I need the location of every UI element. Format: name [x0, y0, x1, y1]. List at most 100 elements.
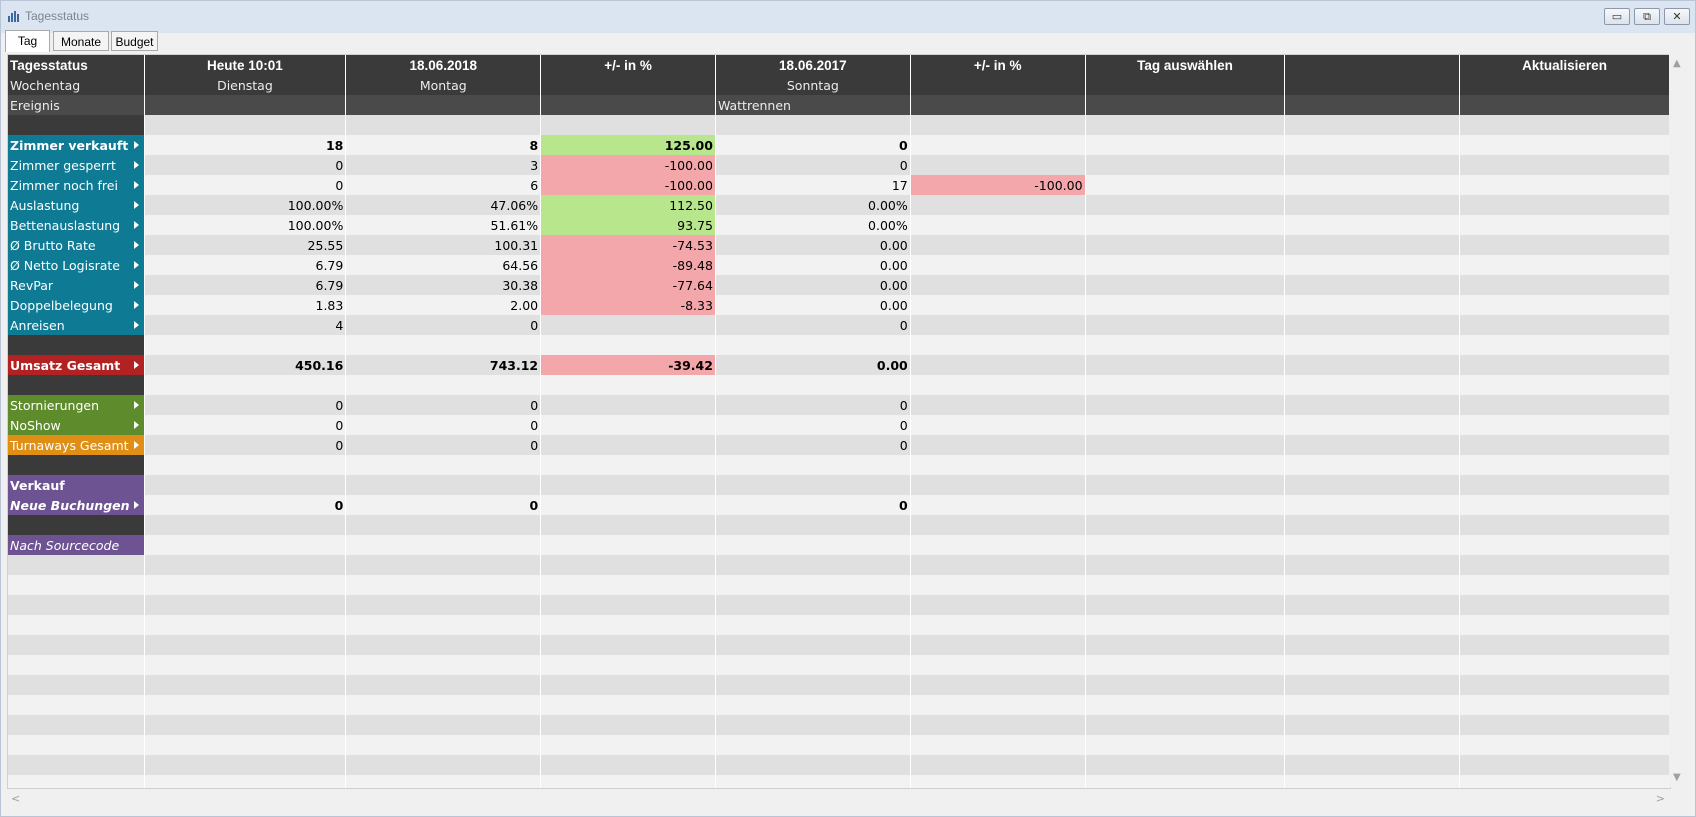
row-label-button[interactable]: Bettenauslastung: [8, 215, 145, 235]
row-label-button[interactable]: Auslastung: [8, 195, 145, 215]
row-label: Umsatz Gesamt: [10, 357, 121, 373]
spacer-row: [8, 515, 1670, 535]
data-row: Doppelbelegung 1.83 2.00 -8.33 0.00: [8, 295, 1670, 315]
row-label-button[interactable]: Zimmer gesperrt: [8, 155, 145, 175]
empty-cell: [8, 735, 145, 755]
event-cell: [345, 95, 542, 115]
expand-arrow-icon: [133, 221, 139, 229]
empty-cell: [1284, 235, 1461, 255]
row-label-button[interactable]: Ø Brutto Rate: [8, 235, 145, 255]
empty-cell: [910, 715, 1086, 735]
weekday-cell: [910, 75, 1086, 95]
row-label-button[interactable]: Turnaways Gesamt: [8, 435, 145, 455]
empty-cell: [1085, 695, 1286, 715]
row-label-button[interactable]: Neue Buchungen: [8, 495, 145, 515]
row-label-button[interactable]: Zimmer verkauft: [8, 135, 145, 155]
empty-cell: [540, 595, 716, 615]
empty-cell: [910, 775, 1086, 788]
header-cell: 18.06.2017: [715, 55, 911, 75]
row-label-button[interactable]: Umsatz Gesamt: [8, 355, 145, 375]
empty-cell: [715, 115, 911, 135]
empty-cell: [144, 735, 347, 755]
row-label: RevPar: [10, 277, 53, 293]
weekday-cell: Dienstag: [144, 75, 347, 95]
tab-budget[interactable]: Budget: [111, 31, 158, 51]
refresh-button[interactable]: Aktualisieren: [1459, 55, 1670, 75]
horizontal-scrollbar[interactable]: < >: [7, 789, 1669, 807]
empty-row: [8, 675, 1670, 695]
percent-change-cell: 112.50: [540, 195, 716, 215]
empty-row: [8, 595, 1670, 615]
percent-change-cell: [910, 355, 1086, 375]
empty-cell: [715, 515, 911, 535]
empty-cell: [8, 755, 145, 775]
row-label-button[interactable]: Stornierungen: [8, 395, 145, 415]
tab-monate[interactable]: Monate: [53, 31, 109, 51]
row-label-button[interactable]: RevPar: [8, 275, 145, 295]
empty-cell: [540, 455, 716, 475]
scroll-left-icon[interactable]: <: [11, 792, 21, 805]
empty-cell: [345, 755, 542, 775]
row-label-button[interactable]: Zimmer noch frei: [8, 175, 145, 195]
data-row: Turnaways Gesamt 0 0 0: [8, 435, 1670, 455]
weekday-cell: [1459, 75, 1670, 95]
row-label-button[interactable]: Anreisen: [8, 315, 145, 335]
empty-cell: [1085, 595, 1286, 615]
value-cell: 0.00: [715, 275, 911, 295]
empty-cell: [144, 375, 347, 395]
vertical-scrollbar[interactable]: ▲ ▼: [1669, 54, 1687, 787]
empty-cell: [8, 335, 145, 355]
scroll-down-icon[interactable]: ▼: [1673, 772, 1681, 783]
empty-cell: [540, 555, 716, 575]
percent-change-cell: [910, 235, 1086, 255]
select-day-button[interactable]: Tag auswählen: [1085, 55, 1286, 75]
close-button[interactable]: ✕: [1664, 8, 1690, 25]
empty-cell: [144, 115, 347, 135]
row-label-button[interactable]: Doppelbelegung: [8, 295, 145, 315]
empty-cell: [715, 555, 911, 575]
value-cell: 0: [715, 435, 911, 455]
empty-cell: [1459, 435, 1670, 455]
empty-cell: [540, 575, 716, 595]
value-cell: 25.55: [144, 235, 347, 255]
empty-cell: [540, 775, 716, 788]
empty-cell: [8, 655, 145, 675]
empty-cell: [1284, 775, 1461, 788]
row-label-button[interactable]: Ø Netto Logisrate: [8, 255, 145, 275]
row-label: Doppelbelegung: [10, 297, 113, 313]
value-cell: 100.31: [345, 235, 542, 255]
maximize-button[interactable]: ⧉: [1634, 8, 1660, 25]
empty-cell: [345, 675, 542, 695]
empty-cell: [1459, 515, 1670, 535]
percent-change-cell: -89.48: [540, 255, 716, 275]
empty-cell: [1085, 315, 1286, 335]
row-label-button[interactable]: NoShow: [8, 415, 145, 435]
scroll-up-icon[interactable]: ▲: [1673, 58, 1681, 69]
event-cell: [1284, 95, 1461, 115]
weekday-cell: Montag: [345, 75, 542, 95]
empty-cell: [345, 635, 542, 655]
value-cell: 0: [144, 155, 347, 175]
scroll-right-icon[interactable]: >: [1655, 792, 1665, 805]
empty-cell: [1085, 195, 1286, 215]
value-cell: 0: [715, 495, 911, 515]
empty-cell: [1459, 595, 1670, 615]
window-title: Tagesstatus: [25, 9, 90, 23]
value-cell: 0: [345, 315, 542, 335]
minimize-button[interactable]: ▭: [1604, 8, 1630, 25]
empty-cell: [1085, 515, 1286, 535]
expand-arrow-icon: [133, 261, 139, 269]
empty-cell: [1284, 475, 1461, 495]
tab-tag[interactable]: Tag: [5, 30, 50, 52]
empty-cell: [1284, 595, 1461, 615]
empty-cell: [1284, 315, 1461, 335]
row-label-button[interactable]: Nach Sourcecode: [8, 535, 145, 555]
empty-cell: [1459, 475, 1670, 495]
empty-cell: [1284, 515, 1461, 535]
expand-arrow-icon: [133, 201, 139, 209]
value-cell: 3: [345, 155, 542, 175]
value-cell: [144, 475, 347, 495]
row-label-button[interactable]: Verkauf: [8, 475, 145, 495]
empty-cell: [345, 655, 542, 675]
percent-change-cell: [910, 415, 1086, 435]
